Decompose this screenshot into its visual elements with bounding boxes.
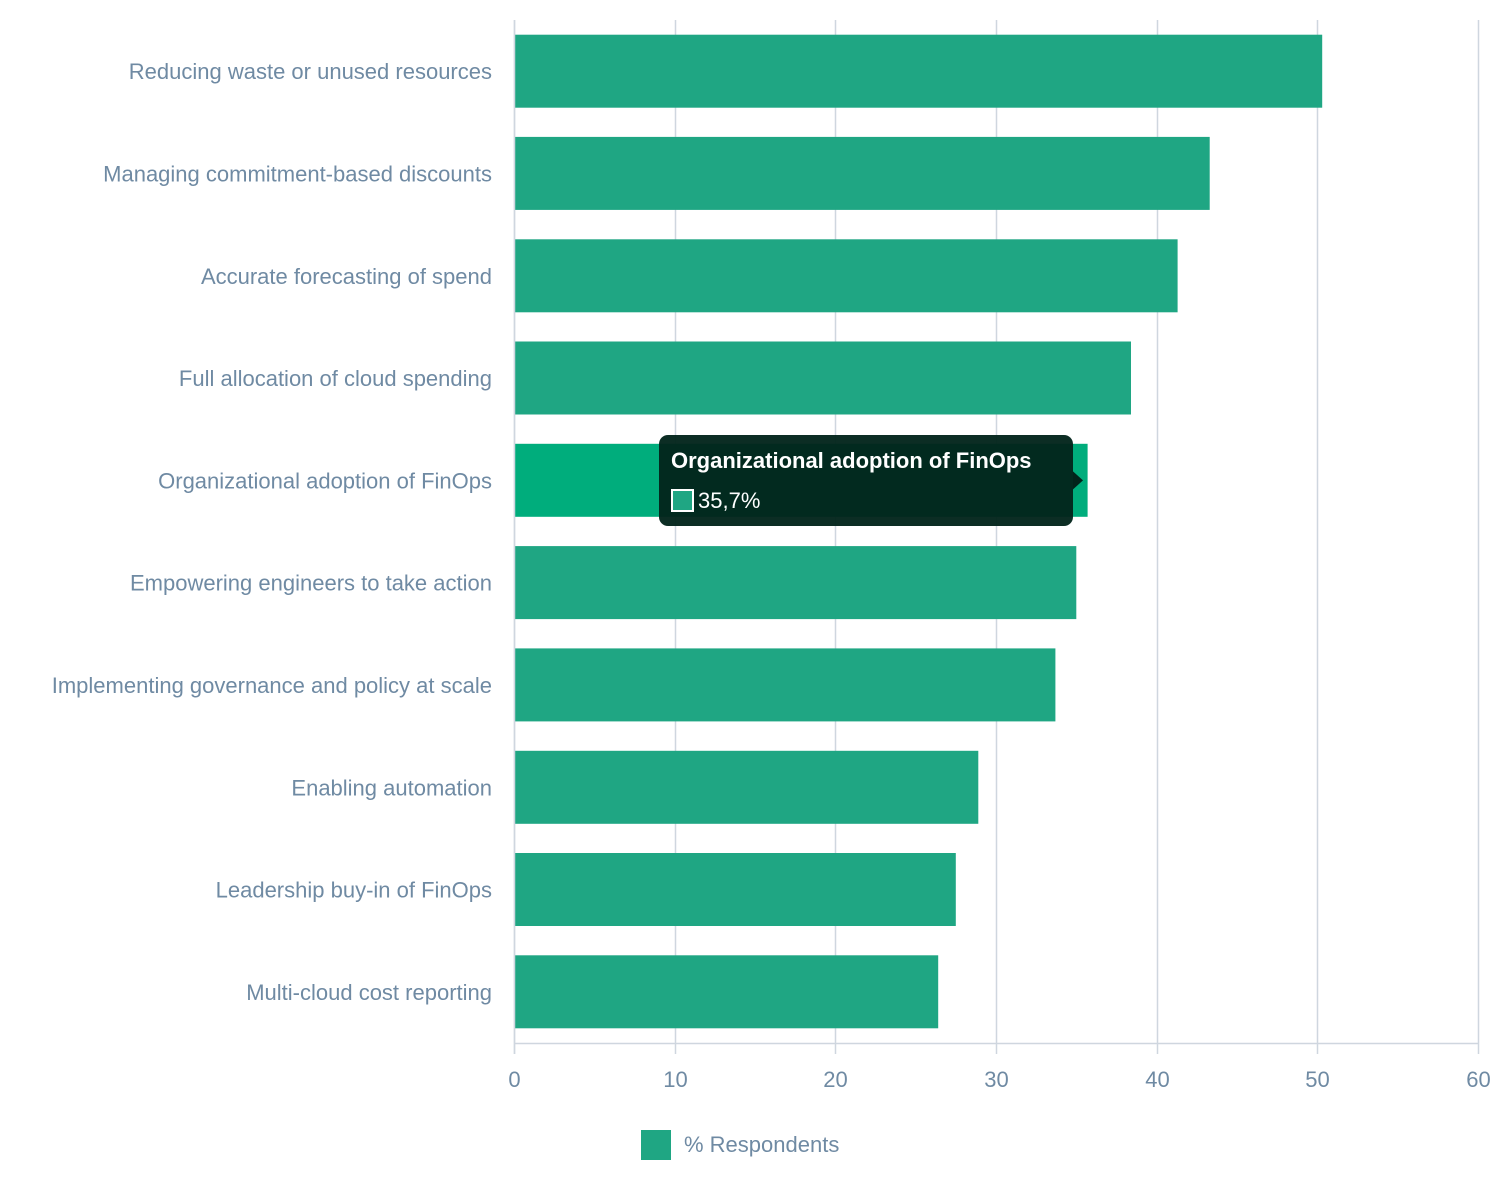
category-labels: Reducing waste or unused resources Managi… (52, 59, 492, 1005)
x-tick-label: 0 (508, 1067, 520, 1092)
x-tick-label: 50 (1305, 1067, 1329, 1092)
bar[interactable] (515, 136, 1210, 210)
tooltip: Organizational adoption of FinOps 35,7% (659, 435, 1083, 526)
category-label: Accurate forecasting of spend (201, 264, 492, 289)
tooltip-title: Organizational adoption of FinOps (671, 448, 1032, 473)
legend-swatch[interactable] (641, 1130, 671, 1160)
tooltip-box (659, 435, 1073, 526)
category-label: Full allocation of cloud spending (179, 366, 492, 391)
bar[interactable] (515, 239, 1178, 313)
category-label: Implementing governance and policy at sc… (52, 673, 492, 698)
bar[interactable] (515, 546, 1077, 620)
x-tick-label: 60 (1466, 1067, 1490, 1092)
bar[interactable] (515, 955, 939, 1029)
bar[interactable] (515, 341, 1131, 415)
bar[interactable] (515, 750, 979, 824)
tooltip-caret (1073, 471, 1083, 490)
x-tick-label: 20 (823, 1067, 847, 1092)
x-tick-label: 10 (663, 1067, 687, 1092)
bar[interactable] (515, 853, 956, 926)
category-label: Enabling automation (291, 775, 492, 800)
x-axis: 0 10 20 30 40 50 60 (508, 20, 1491, 1092)
legend-label[interactable]: % Respondents (684, 1132, 839, 1157)
bars-layer (515, 34, 1323, 1029)
tooltip-value: 35,7% (698, 488, 760, 513)
category-label: Empowering engineers to take action (130, 571, 492, 596)
tooltip-swatch (671, 489, 694, 512)
bar[interactable] (515, 34, 1323, 108)
x-tick-label: 30 (984, 1067, 1008, 1092)
category-label: Leadership buy-in of FinOps (216, 878, 492, 903)
category-label: Multi-cloud cost reporting (246, 980, 492, 1005)
x-tick-label: 40 (1145, 1067, 1169, 1092)
category-label: Organizational adoption of FinOps (158, 468, 492, 493)
category-label: Managing commitment-based discounts (103, 161, 492, 186)
bar[interactable] (515, 648, 1056, 722)
legend[interactable]: % Respondents (641, 1130, 839, 1160)
category-label: Reducing waste or unused resources (129, 59, 492, 84)
